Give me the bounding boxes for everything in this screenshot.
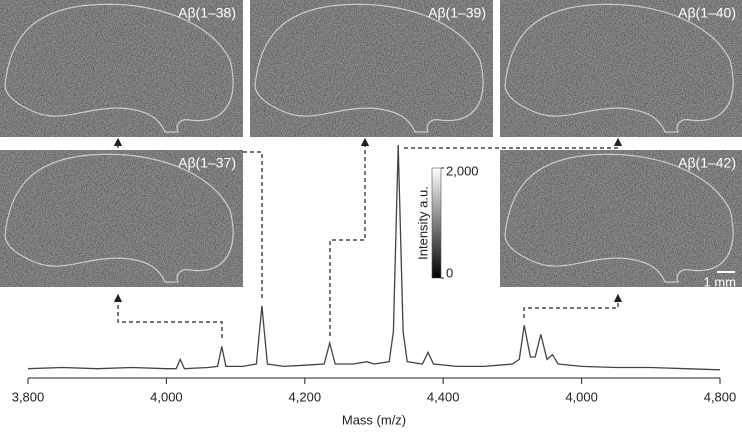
x-tick-label: 4,200 — [289, 389, 322, 404]
colorbar-label: Intensity a.u. — [415, 186, 430, 260]
panel-label: Aβ(1–42) — [678, 155, 736, 171]
image-panel: Aβ(1–42) — [500, 150, 742, 287]
panel-label: Aβ(1–38) — [178, 5, 236, 21]
tissue-outline — [4, 153, 234, 283]
tissue-outline — [4, 3, 234, 133]
x-tick-label: 4,000 — [150, 389, 183, 404]
x-tick-label: 4,800 — [704, 389, 737, 404]
connector — [329, 137, 370, 336]
tissue-outline — [504, 153, 734, 283]
x-axis-label: Mass (m/z) — [342, 412, 406, 427]
image-panel: Aβ(1–38) — [0, 0, 243, 137]
panel-label: Aβ(1–37) — [178, 155, 236, 171]
colorbar-tick-label: 0 — [446, 265, 453, 280]
scale-bar-label: 1 mm — [704, 274, 737, 289]
image-panel: Aβ(1–39) — [250, 0, 493, 137]
x-tick-label: 4,400 — [427, 389, 460, 404]
image-panel: Aβ(1–37) — [0, 150, 243, 287]
tissue-outline — [254, 3, 484, 133]
colorbar — [431, 167, 442, 279]
connector — [404, 137, 623, 149]
spectrum-line — [27, 144, 721, 371]
panel-label: Aβ(1–40) — [678, 5, 736, 21]
tissue-outline — [504, 3, 734, 133]
image-panel: Aβ(1–40) — [500, 0, 742, 137]
x-tick-label: 4,000 — [565, 389, 598, 404]
panel-label: Aβ(1–39) — [428, 5, 486, 21]
connector — [113, 293, 223, 338]
x-tick-label: 3,800 — [12, 389, 45, 404]
connector — [523, 293, 623, 318]
colorbar-tick-label: 2,000 — [446, 163, 479, 178]
